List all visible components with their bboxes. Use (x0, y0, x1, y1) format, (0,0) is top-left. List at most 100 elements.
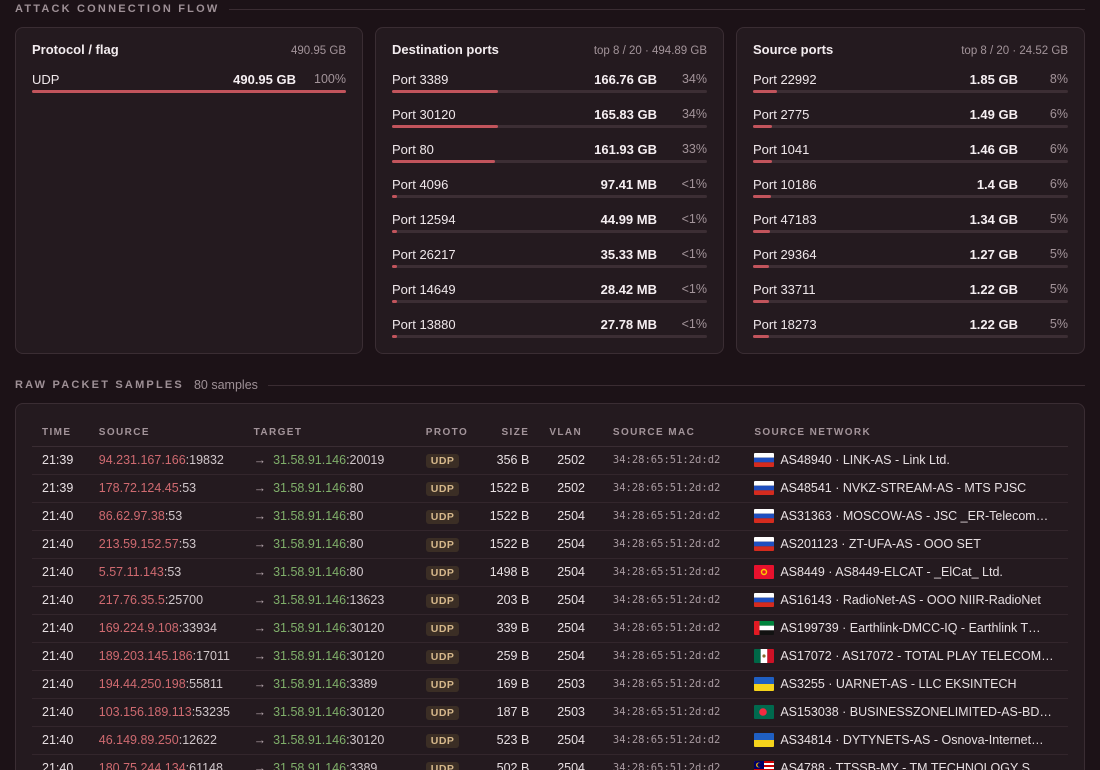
source-ip: 86.62.97.38 (98, 509, 165, 523)
breakdown-row[interactable]: UDP 490.95 GB 100% (32, 71, 346, 106)
table-row[interactable]: 21:40 189.203.145.186:17011 → 31.58.91.146… (32, 642, 1068, 671)
cell-source[interactable]: 46.149.89.250:12622 (88, 726, 244, 755)
share-bar-track (392, 335, 707, 338)
breakdown-row[interactable]: Port 3389 166.76 GB 34% (392, 71, 707, 106)
cell-source[interactable]: 194.44.250.198:55811 (88, 670, 244, 699)
column-header-source-network[interactable]: SOURCE NETWORK (744, 420, 1068, 447)
column-header-source[interactable]: SOURCE (88, 420, 244, 447)
cell-source[interactable]: 86.62.97.38:53 (88, 502, 244, 531)
table-row[interactable]: 21:40 103.156.189.113:53235 → 31.58.91.146… (32, 698, 1068, 727)
table-row[interactable]: 21:40 194.44.250.198:55811 → 31.58.91.146:… (32, 670, 1068, 699)
breakdown-row[interactable]: Port 47183 1.34 GB 5% (753, 211, 1068, 246)
arrow-right-icon: → (253, 705, 274, 719)
row-label: Port 1041 (753, 142, 810, 157)
cell-source[interactable]: 213.59.152.57:53 (88, 530, 244, 559)
cell-source[interactable]: 217.76.35.5:25700 (88, 586, 244, 615)
mx-flag-icon (754, 649, 775, 663)
cell-source-network[interactable]: AS31363 · MOSCOW-AS - JSC _ER-Telecom… (744, 502, 1068, 531)
cell-target[interactable]: → 31.58.91.146:80 (243, 530, 416, 559)
cell-source[interactable]: 178.72.124.45:53 (88, 474, 244, 503)
breakdown-row[interactable]: Port 2775 1.49 GB 6% (753, 106, 1068, 141)
cell-target[interactable]: → 31.58.91.146:3389 (243, 670, 416, 699)
source-port: :53 (164, 509, 183, 523)
table-row[interactable]: 21:40 46.149.89.250:12622 → 31.58.91.146:3… (32, 726, 1068, 755)
share-bar-track (753, 230, 1068, 233)
breakdown-row[interactable]: Port 10186 1.4 GB 6% (753, 176, 1068, 211)
column-header-vlan[interactable]: VLAN (539, 420, 603, 447)
column-header-source-mac[interactable]: SOURCE MAC (602, 420, 745, 447)
ua-flag-icon (754, 733, 775, 747)
breakdown-row[interactable]: Port 14649 28.42 MB <1% (392, 281, 707, 316)
cell-source-network[interactable]: AS8449 · AS8449-ELCAT - _ElCat_ Ltd. (744, 558, 1068, 587)
table-header-row: TIME SOURCE TARGET PROTO SIZE VLAN SOURC… (32, 420, 1068, 447)
cell-source-network[interactable]: AS17072 · AS17072 - TOTAL PLAY TELECOM… (744, 642, 1068, 671)
table-row[interactable]: 21:39 94.231.167.166:19832 → 31.58.91.146:… (32, 446, 1068, 475)
cell-source[interactable]: 94.231.167.166:19832 (88, 446, 244, 475)
cell-target[interactable]: → 31.58.91.146:30120 (243, 614, 416, 643)
arrow-right-icon: → (253, 537, 274, 551)
breakdown-row[interactable]: Port 12594 44.99 MB <1% (392, 211, 707, 246)
cell-source-network[interactable]: AS34814 · DYTYNETS-AS - Osnova-Internet… (744, 726, 1068, 755)
share-bar-fill (753, 265, 770, 268)
table-row[interactable]: 21:40 217.76.35.5:25700 → 31.58.91.146:136… (32, 586, 1068, 615)
cell-target[interactable]: → 31.58.91.146:30120 (243, 726, 416, 755)
cell-target[interactable]: → 31.58.91.146:3389 (243, 754, 416, 770)
breakdown-row[interactable]: Port 80 161.93 GB 33% (392, 141, 707, 176)
table-row[interactable]: 21:40 169.224.9.108:33934 → 31.58.91.146:3… (32, 614, 1068, 643)
cell-source-network[interactable]: AS201123 · ZT-UFA-AS - OOO SET (744, 530, 1068, 559)
samples-table-body: 21:39 94.231.167.166:19832 → 31.58.91.146:… (32, 446, 1068, 770)
cell-source[interactable]: 189.203.145.186:17011 (88, 642, 244, 671)
cell-source-network[interactable]: AS199739 · Earthlink-DMCC-IQ - Earthlink… (744, 614, 1068, 643)
cell-source[interactable]: 5.57.11.143:53 (88, 558, 244, 587)
source-port: :25700 (164, 593, 204, 607)
breakdown-row[interactable]: Port 29364 1.27 GB 5% (753, 246, 1068, 281)
share-bar-track (392, 160, 707, 163)
cell-source[interactable]: 180.75.244.134:61148 (88, 754, 244, 770)
breakdown-row[interactable]: Port 13880 27.78 MB <1% (392, 316, 707, 351)
my-flag-icon (754, 761, 775, 770)
arrow-right-icon: → (253, 453, 274, 467)
table-row[interactable]: 21:40 86.62.97.38:53 → 31.58.91.146:80 UDP 1… (32, 502, 1068, 531)
cell-source-network[interactable]: AS48541 · NVKZ-STREAM-AS - MTS PJSC (744, 474, 1068, 503)
share-bar-track (753, 265, 1068, 268)
cell-proto: UDP (415, 502, 480, 531)
table-row[interactable]: 21:39 178.72.124.45:53 → 31.58.91.146:80 UD… (32, 474, 1068, 503)
cell-source[interactable]: 103.156.189.113:53235 (88, 698, 244, 727)
breakdown-row[interactable]: Port 18273 1.22 GB 5% (753, 316, 1068, 351)
column-header-target[interactable]: TARGET (243, 420, 416, 447)
column-header-time[interactable]: TIME (32, 420, 89, 447)
cell-target[interactable]: → 31.58.91.146:80 (243, 502, 416, 531)
cell-source[interactable]: 169.224.9.108:33934 (88, 614, 244, 643)
breakdown-row[interactable]: Port 1041 1.46 GB 6% (753, 141, 1068, 176)
breakdown-row[interactable]: Port 4096 97.41 MB <1% (392, 176, 707, 211)
cell-source-network[interactable]: AS48940 · LINK-AS - Link Ltd. (744, 446, 1068, 475)
share-bar-track (392, 195, 707, 198)
cell-target[interactable]: → 31.58.91.146:20019 (243, 446, 416, 475)
breakdown-row[interactable]: Port 26217 35.33 MB <1% (392, 246, 707, 281)
cell-time: 21:40 (32, 726, 89, 755)
share-bar-track (392, 125, 707, 128)
share-bar-track (753, 335, 1068, 338)
cell-source-network[interactable]: AS3255 · UARNET-AS - LLC EKSINTECH (744, 670, 1068, 699)
cell-source-network[interactable]: AS16143 · RadioNet-AS - OOO NIIR-RadioNe… (744, 586, 1068, 615)
column-header-size[interactable]: SIZE (479, 420, 540, 447)
ru-flag-icon (754, 481, 775, 495)
row-value: 1.85 GB (969, 72, 1018, 87)
cell-source-network[interactable]: AS153038 · BUSINESSZONELIMITED-AS-BD… (744, 698, 1068, 727)
breakdown-row[interactable]: Port 22992 1.85 GB 8% (753, 71, 1068, 106)
cell-target[interactable]: → 31.58.91.146:13623 (243, 586, 416, 615)
breakdown-row[interactable]: Port 33711 1.22 GB 5% (753, 281, 1068, 316)
table-row[interactable]: 21:40 180.75.244.134:61148 → 31.58.91.146:… (32, 754, 1068, 770)
cell-target[interactable]: → 31.58.91.146:80 (243, 474, 416, 503)
cell-target[interactable]: → 31.58.91.146:80 (243, 558, 416, 587)
column-header-proto[interactable]: PROTO (415, 420, 480, 447)
cell-target[interactable]: → 31.58.91.146:30120 (243, 642, 416, 671)
table-row[interactable]: 21:40 5.57.11.143:53 → 31.58.91.146:80 UDP 1… (32, 558, 1068, 587)
cell-source-network[interactable]: AS4788 · TTSSB-MY - TM TECHNOLOGY S… (744, 754, 1068, 770)
flow-section-header: ATTACK CONNECTION FLOW (15, 3, 1085, 15)
table-row[interactable]: 21:40 213.59.152.57:53 → 31.58.91.146:80 UD… (32, 530, 1068, 559)
ae-flag-icon (754, 621, 775, 635)
row-label: Port 2775 (753, 107, 810, 122)
cell-target[interactable]: → 31.58.91.146:30120 (243, 698, 416, 727)
breakdown-row[interactable]: Port 30120 165.83 GB 34% (392, 106, 707, 141)
